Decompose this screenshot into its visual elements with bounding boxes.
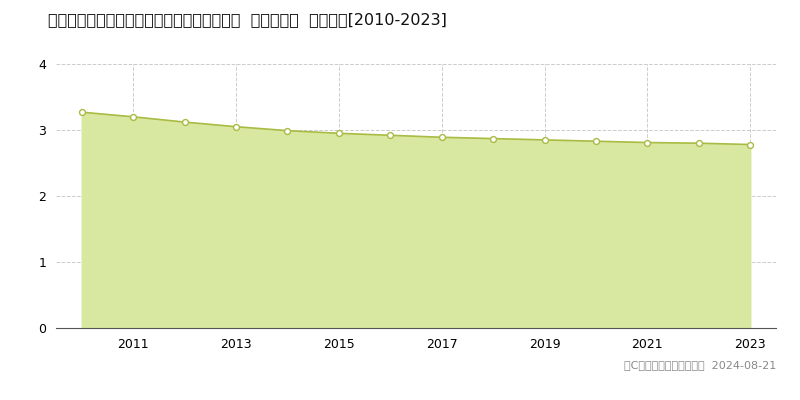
Text: （C）土地価格ドットコム  2024-08-21: （C）土地価格ドットコム 2024-08-21 <box>624 360 776 370</box>
Point <box>435 134 448 140</box>
Point <box>538 137 551 143</box>
Point <box>281 128 294 134</box>
Point <box>75 109 88 115</box>
Point <box>744 141 757 148</box>
Point <box>384 132 397 138</box>
Text: 兵庫県西脇市中畑町字滝ノカタ４２６番３外  基準地価格  地価推移[2010-2023]: 兵庫県西脇市中畑町字滝ノカタ４２６番３外 基準地価格 地価推移[2010-202… <box>48 12 447 27</box>
Point <box>486 135 499 142</box>
Point <box>590 138 602 144</box>
Point <box>693 140 706 146</box>
Point <box>333 130 346 136</box>
Point <box>178 119 191 125</box>
Point <box>641 139 654 146</box>
Point <box>230 124 242 130</box>
Point <box>126 114 139 120</box>
